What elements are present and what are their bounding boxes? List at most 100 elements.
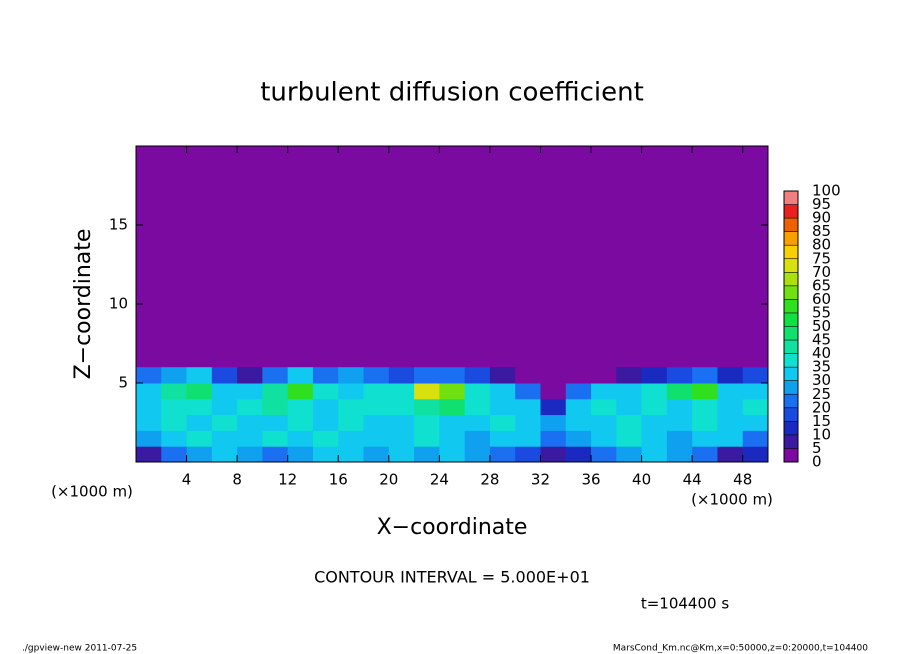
x-tick-label: 24 (430, 471, 449, 489)
field-cell (287, 367, 314, 384)
x-tick-label: 36 (581, 471, 600, 489)
field-cell (540, 367, 567, 384)
colorbar-label: 10 (812, 425, 831, 443)
field-cell (565, 430, 592, 447)
footer-right: MarsCond_Km.nc@Km,x=0:50000,z=0:20000,t=… (613, 644, 868, 654)
field-cell (515, 398, 541, 416)
colorbar-swatch (784, 353, 798, 368)
field-cell (262, 414, 289, 431)
x-tick-label: 8 (232, 471, 242, 489)
colorbar-label: 0 (812, 453, 822, 471)
field-cell (287, 430, 314, 447)
field-cell (540, 398, 567, 416)
field-cell (692, 414, 718, 431)
field-cell (717, 367, 744, 384)
field-cell (742, 398, 769, 416)
field-cell (287, 446, 314, 463)
field-cell (287, 383, 314, 400)
field-cell (363, 414, 390, 431)
field-cell (641, 430, 668, 447)
colorbar-swatch (784, 204, 798, 219)
field-cell (338, 398, 365, 416)
field-cell (742, 383, 769, 400)
colorbar-swatch (784, 258, 798, 273)
colorbar-swatch (784, 448, 798, 462)
field-cell (515, 414, 541, 431)
colorbar-label: 20 (812, 398, 831, 416)
colorbar-swatch (784, 245, 798, 259)
x-axis-label: X−coordinate (377, 515, 528, 540)
field-cell (616, 446, 643, 463)
field-cell (388, 398, 415, 416)
colorbar-swatch (784, 285, 798, 300)
field-cell (591, 398, 617, 416)
time-label: t=104400 s (641, 595, 729, 613)
colorbar-label: 30 (812, 371, 831, 389)
field-cell (211, 430, 238, 447)
field-cell (641, 398, 668, 416)
field-cell (186, 398, 213, 416)
field-cell (312, 398, 339, 416)
field-cell (489, 430, 516, 447)
field-cell (616, 398, 643, 416)
field-cell (363, 367, 390, 384)
colorbar-swatch (784, 421, 798, 435)
field-cell (565, 446, 592, 463)
field-cell (692, 430, 718, 447)
field-cell (616, 367, 643, 384)
field-cell (540, 446, 567, 463)
colorbar-label: 85 (812, 222, 831, 240)
colorbar-swatch (784, 407, 798, 422)
field-cell (591, 414, 617, 431)
colorbar-swatch (784, 394, 798, 408)
x-tick-label: 32 (531, 471, 550, 489)
field-cell (591, 383, 617, 400)
field-cell (666, 430, 693, 447)
field-cell (136, 383, 162, 400)
field-cell (136, 414, 162, 431)
field-cell (237, 398, 263, 416)
field-cell (439, 446, 466, 463)
field-cell (211, 446, 238, 463)
colorbar-label: 25 (812, 385, 831, 403)
field-cell (186, 446, 213, 463)
y-unit: (×1000 m) (51, 483, 133, 501)
field-cell (338, 446, 365, 463)
field-cell (666, 367, 693, 384)
field-cell (717, 446, 744, 463)
field-cell (161, 367, 188, 384)
field-cell (742, 430, 769, 447)
colorbar-swatch (784, 272, 798, 286)
field-cell (489, 398, 516, 416)
field-cell (666, 414, 693, 431)
field-cell (237, 430, 263, 447)
contour-interval: CONTOUR INTERVAL = 5.000E+01 (314, 568, 590, 587)
colorbar-label: 80 (812, 236, 831, 254)
field-cell (388, 430, 415, 447)
field-cell (591, 446, 617, 463)
field-cell (540, 414, 567, 431)
field-cell (565, 398, 592, 416)
field-cell (515, 446, 541, 463)
field-cell (515, 367, 541, 384)
field-cell (540, 430, 567, 447)
x-tick-label: 48 (733, 471, 752, 489)
field-cell (439, 430, 466, 447)
colorbar-label: 15 (812, 412, 831, 430)
field-cell (211, 367, 238, 384)
field-cell (464, 367, 491, 384)
field-cell (237, 383, 263, 400)
field-cell (616, 414, 643, 431)
field-cell (186, 383, 213, 400)
field-cell (287, 398, 314, 416)
x-tick-label: 40 (632, 471, 651, 489)
colorbar-label: 60 (812, 290, 831, 308)
colorbar-label: 40 (812, 344, 831, 362)
field-cell (489, 383, 516, 400)
y-axis-label: Z−coordinate (71, 229, 96, 380)
field-cell (388, 414, 415, 431)
field-cell (591, 430, 617, 447)
colorbar-swatch (784, 434, 798, 449)
field-cell (237, 414, 263, 431)
